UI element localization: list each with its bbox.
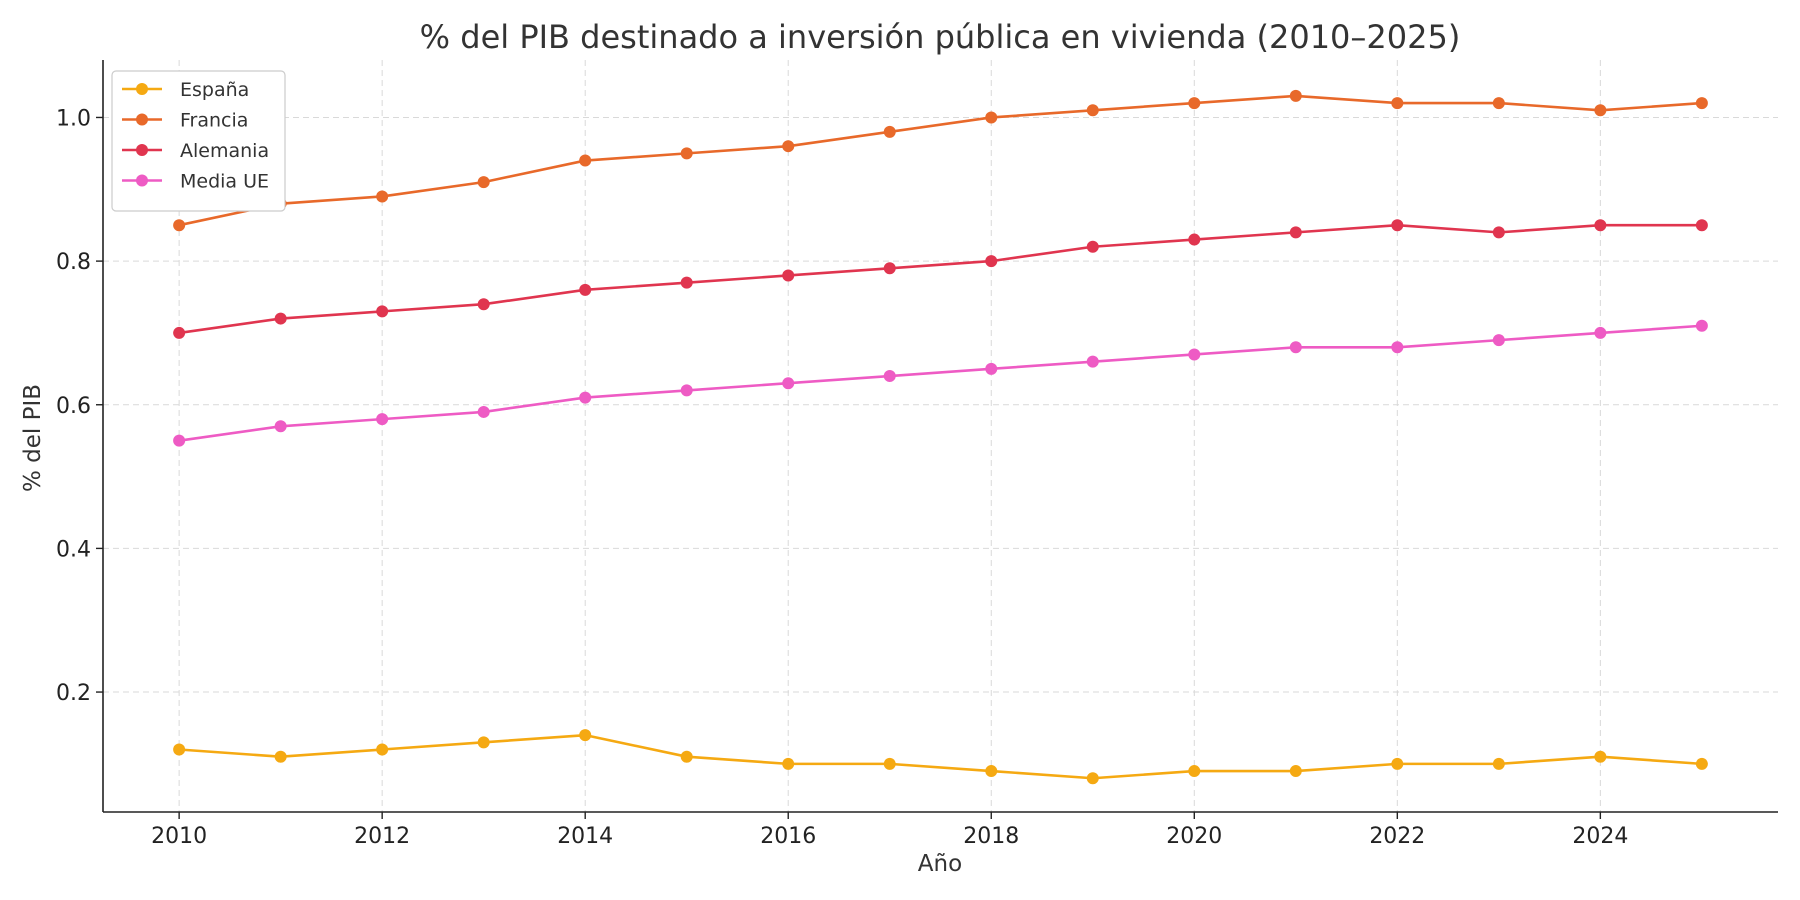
data-point-media-ue (1188, 348, 1201, 361)
y-tick-label: 0.4 (56, 537, 91, 562)
y-tick-label: 0.2 (56, 681, 91, 706)
x-tick-label: 2024 (1572, 824, 1628, 849)
legend-marker-espana (136, 83, 148, 95)
grid (103, 60, 1778, 812)
data-point-espana (1289, 765, 1302, 778)
data-point-alemania (782, 269, 795, 282)
data-point-francia (579, 154, 592, 167)
legend-marker-francia (136, 113, 148, 126)
x-tick-label: 2016 (760, 824, 816, 849)
data-point-alemania (883, 262, 896, 275)
data-point-alemania (274, 312, 287, 325)
data-point-media-ue (782, 377, 795, 390)
data-point-espana (1391, 757, 1404, 770)
data-point-alemania (1188, 233, 1201, 246)
data-point-media-ue (1289, 341, 1302, 354)
data-point-alemania (1594, 219, 1607, 232)
data-point-francia (1289, 89, 1302, 102)
data-point-espana (1188, 765, 1201, 778)
series-line-espana (179, 733, 1702, 780)
data-point-espana (1695, 757, 1708, 770)
data-point-alemania (985, 255, 998, 268)
data-point-francia (680, 147, 693, 160)
data-point-francia (1594, 104, 1607, 117)
data-point-alemania (579, 283, 592, 296)
data-point-espana (1492, 757, 1505, 770)
data-point-alemania (680, 276, 693, 289)
y-tick-label: 0.8 (56, 250, 91, 275)
data-point-francia (883, 125, 896, 138)
data-point-espana (376, 743, 389, 756)
data-point-francia (782, 140, 795, 153)
legend-label-francia: Francia (180, 110, 248, 132)
data-point-espana (985, 765, 998, 778)
x-tick-label: 2014 (557, 824, 613, 849)
data-point-alemania (1492, 226, 1505, 239)
data-point-media-ue (1695, 319, 1708, 332)
x-tick-label: 2020 (1166, 824, 1222, 849)
series-line-alemania (178, 223, 1702, 335)
legend-marker-alemania (136, 144, 148, 156)
data-point-media-ue (985, 362, 998, 375)
data-point-francia (1188, 97, 1201, 110)
x-axis-label: Año (918, 851, 962, 877)
data-point-alemania (1391, 219, 1404, 232)
x-tick-label: 2010 (151, 824, 207, 849)
y-tick-label: 1.0 (56, 106, 91, 131)
x-tick-label: 2012 (354, 824, 410, 849)
data-point-espana (274, 750, 287, 763)
data-point-media-ue (1492, 334, 1505, 347)
data-point-espana (883, 757, 896, 770)
data-point-francia (1492, 97, 1505, 110)
data-point-media-ue (1594, 326, 1607, 339)
legend-label-media-ue: Media UE (180, 171, 269, 193)
data-point-francia (985, 111, 998, 124)
data-point-espana (680, 750, 693, 763)
legend-label-espana: España (180, 79, 249, 101)
data-point-media-ue (1391, 341, 1404, 354)
y-tick-label: 0.6 (56, 394, 91, 419)
data-point-alemania (173, 326, 186, 339)
data-point-espana (173, 743, 186, 756)
data-point-alemania (477, 298, 490, 311)
data-point-francia (376, 190, 389, 203)
data-point-francia (1695, 97, 1708, 110)
data-point-alemania (1086, 240, 1099, 253)
series-line-francia (178, 94, 1702, 227)
data-point-media-ue (1086, 355, 1099, 368)
x-tick-label: 2022 (1369, 824, 1425, 849)
data-point-media-ue (376, 413, 389, 426)
data-point-media-ue (883, 370, 896, 383)
y-axis-label: % del PIB (20, 384, 46, 492)
data-point-media-ue (477, 405, 490, 418)
legend-label-alemania: Alemania (180, 140, 269, 162)
data-point-espana (1594, 750, 1607, 763)
data-point-media-ue (680, 384, 693, 397)
data-point-espana (579, 729, 592, 742)
data-point-alemania (376, 305, 389, 318)
legend-box (111, 70, 286, 212)
legend-marker-media-ue (136, 174, 148, 187)
x-tick-label: 2018 (963, 824, 1019, 849)
data-point-francia (1391, 97, 1404, 110)
data-point-media-ue (173, 434, 186, 447)
series (173, 89, 1708, 785)
data-point-media-ue (579, 391, 592, 404)
data-point-espana (477, 736, 490, 749)
data-point-francia (1086, 104, 1099, 117)
data-point-espana (782, 757, 795, 770)
data-point-media-ue (274, 420, 287, 433)
chart-title: % del PIB destinado a inversión pública … (420, 18, 1461, 56)
data-point-francia (173, 219, 186, 232)
series-line-media-ue (178, 324, 1702, 442)
data-point-alemania (1289, 226, 1302, 239)
axes: 2010 2012 2014 2016 2018 2020 2022 2024 0.2 0.4 0.… (56, 60, 1778, 849)
data-point-espana (1086, 772, 1099, 785)
data-point-francia (477, 176, 490, 189)
legend: España Francia Alemania Media UE (111, 70, 286, 212)
data-point-alemania (1695, 219, 1708, 232)
